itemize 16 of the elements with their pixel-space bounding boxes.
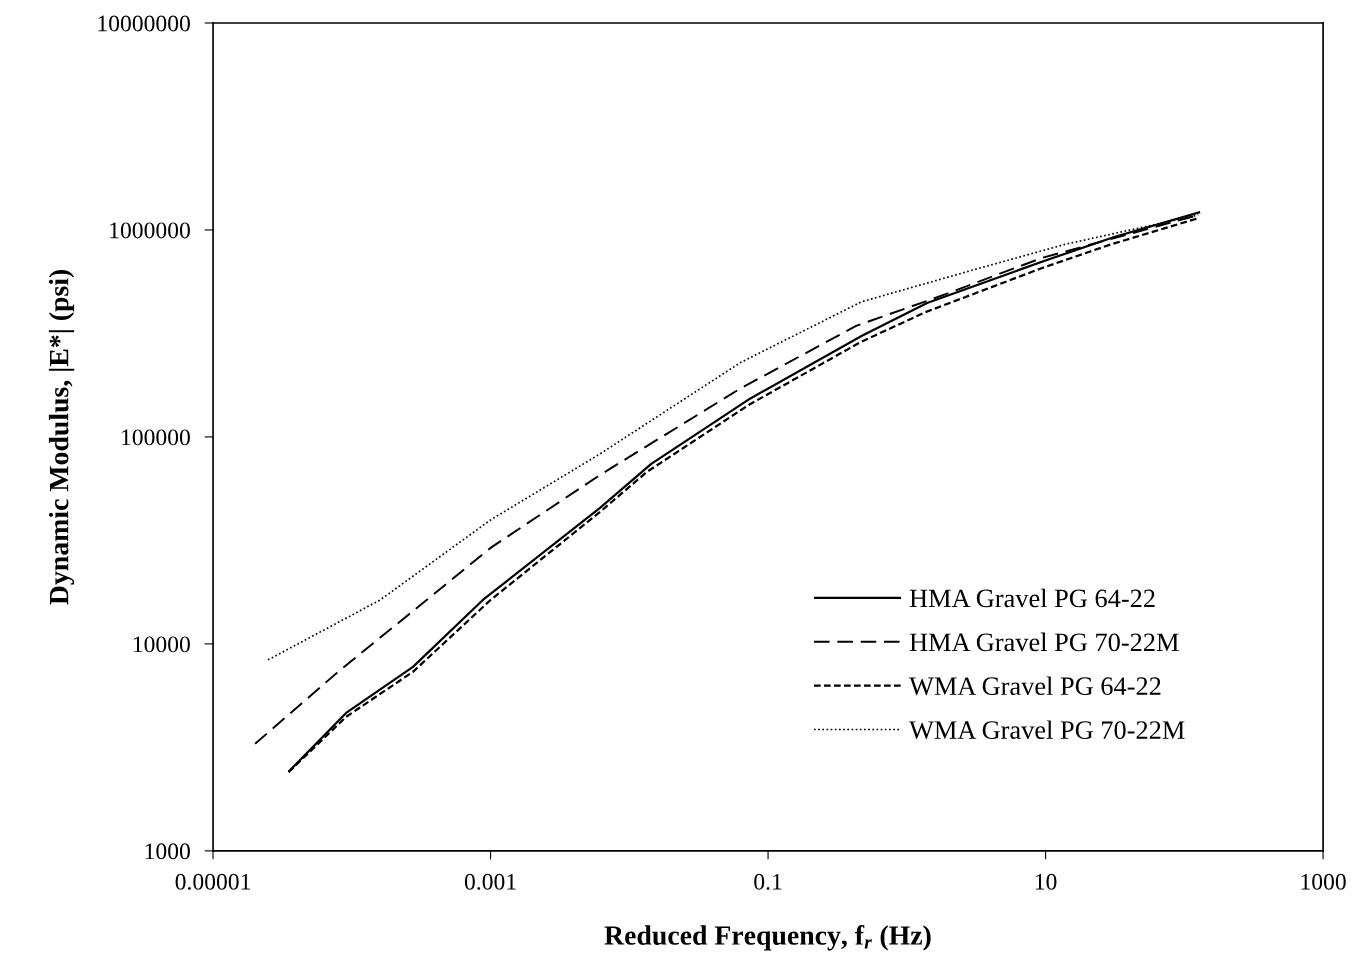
x-tick-label: 0.1: [754, 873, 782, 890]
y-tick-label: 10000: [133, 636, 190, 653]
legend-label: HMA Gravel PG 64-22: [909, 588, 1155, 608]
y-tick-label: 1000: [145, 843, 190, 860]
legend-label: HMA Gravel PG 70-22M: [909, 632, 1179, 652]
x-tick-label: 0.001: [464, 873, 516, 890]
y-tick-label: 100000: [122, 429, 190, 446]
y-axis-title: Dynamic Modulus, |E*| (psi): [48, 269, 75, 605]
x-tick-label: 0.00001: [175, 873, 250, 890]
x-tick-label: 10: [1035, 873, 1057, 890]
legend-label: WMA Gravel PG 70-22M: [909, 720, 1185, 740]
y-tick-label: 10000000: [98, 15, 190, 32]
x-tick-label: 1000: [1301, 873, 1346, 890]
x-axis-title: Reduced Frequency, f$_{r}$ (Hz): [604, 925, 931, 951]
legend-label: WMA Gravel PG 64-22: [909, 676, 1161, 696]
y-tick-label: 1000000: [110, 222, 190, 239]
